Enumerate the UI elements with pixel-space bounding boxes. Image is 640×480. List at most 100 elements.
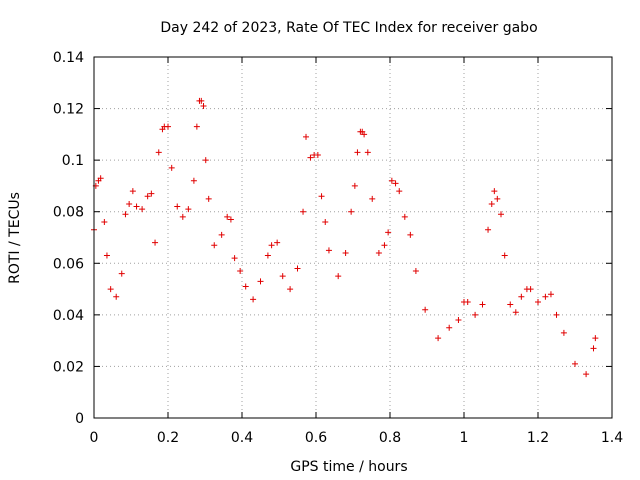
data-point: [287, 286, 294, 293]
data-point: [148, 190, 155, 197]
data-point: [527, 286, 534, 293]
data-point: [381, 242, 388, 249]
data-point: [348, 208, 355, 215]
data-point: [501, 252, 508, 259]
data-point: [396, 188, 403, 195]
data-point: [479, 301, 486, 308]
plot-frame: [93, 56, 613, 419]
data-point: [518, 293, 525, 300]
data-point: [274, 239, 281, 246]
y-axis-label: ROTI / TECUs: [7, 192, 23, 284]
data-point: [129, 188, 136, 195]
data-point: [224, 213, 231, 220]
data-point: [202, 157, 209, 164]
data-point: [300, 208, 307, 215]
x-tick-label: 0: [90, 430, 99, 446]
data-point: [314, 151, 321, 158]
data-point: [122, 211, 129, 218]
data-point: [364, 149, 371, 156]
y-tick-label: 0.12: [53, 102, 84, 118]
data-point: [107, 286, 114, 293]
data-point: [294, 265, 301, 272]
grid-lines: [94, 57, 612, 418]
data-point: [211, 242, 218, 249]
data-point: [464, 298, 471, 305]
data-point: [388, 177, 395, 184]
data-point: [190, 177, 197, 184]
data-point: [325, 247, 332, 254]
y-tick-label: 0.04: [53, 308, 84, 324]
data-point: [268, 242, 275, 249]
data-point: [553, 311, 560, 318]
data-point: [590, 345, 597, 352]
data-point: [133, 203, 140, 210]
data-point: [422, 306, 429, 313]
data-point: [231, 255, 238, 262]
data-point: [392, 180, 399, 187]
data-point: [592, 335, 599, 342]
data-point: [491, 188, 498, 195]
data-point: [407, 231, 414, 238]
data-point: [535, 298, 541, 305]
data-point: [547, 291, 554, 298]
axis-ticks: 0 0.2 0.4 0.6 0.8 1 1.2 1.4 0 0.02 0.04 0.06 0.08 0.1…: [53, 50, 623, 446]
data-point: [572, 360, 578, 367]
data-point: [242, 283, 249, 290]
data-point: [542, 293, 549, 300]
data-point: [375, 249, 382, 256]
data-point: [174, 203, 181, 210]
data-point: [498, 211, 504, 218]
x-tick-label: 0.6: [305, 430, 327, 446]
data-point: [237, 268, 244, 275]
data-series: [91, 97, 599, 378]
data-point: [455, 317, 462, 324]
data-point: [101, 219, 108, 226]
data-point: [103, 252, 110, 259]
data-point: [318, 193, 325, 200]
data-point: [401, 213, 408, 220]
data-point: [168, 164, 175, 171]
data-point: [118, 270, 125, 277]
data-point: [472, 311, 479, 318]
data-point: [257, 278, 264, 285]
y-tick-label: 0.06: [53, 256, 84, 272]
data-point: [200, 102, 207, 109]
data-point: [144, 193, 151, 200]
y-tick-label: 0.02: [53, 359, 84, 375]
data-point: [97, 175, 104, 182]
x-axis-label: GPS time / hours: [290, 459, 407, 475]
data-point: [485, 226, 492, 233]
data-point: [512, 309, 519, 316]
data-point: [303, 133, 310, 140]
data-point: [507, 301, 514, 308]
data-point: [354, 149, 361, 156]
data-point: [435, 335, 442, 342]
data-point: [335, 273, 342, 280]
data-point: [385, 229, 392, 236]
y-tick-label: 0.08: [53, 205, 84, 221]
data-point: [155, 149, 162, 156]
data-point: [218, 231, 225, 238]
y-tick-label: 0: [75, 411, 84, 427]
data-point: [193, 123, 200, 130]
data-point: [113, 293, 120, 300]
data-point: [126, 200, 133, 207]
data-point: [179, 213, 186, 220]
data-point: [583, 371, 590, 378]
x-tick-label: 0.2: [157, 430, 179, 446]
data-point: [205, 195, 212, 202]
data-point: [322, 219, 329, 226]
data-point: [488, 200, 495, 207]
data-point: [369, 195, 376, 202]
data-point: [198, 97, 205, 104]
data-point: [165, 123, 171, 130]
data-point: [412, 268, 419, 275]
data-point: [279, 273, 286, 280]
x-tick-label: 0.4: [231, 430, 253, 446]
data-point: [307, 154, 314, 161]
data-point: [351, 182, 358, 189]
data-point: [264, 252, 271, 259]
data-point: [342, 249, 349, 256]
data-point: [250, 296, 257, 303]
data-point: [139, 206, 146, 213]
